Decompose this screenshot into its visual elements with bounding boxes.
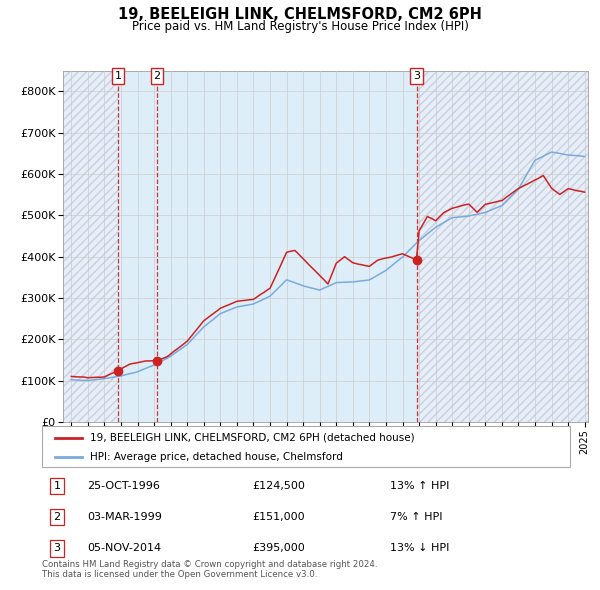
- Text: £124,500: £124,500: [252, 481, 305, 491]
- Text: 1: 1: [115, 71, 121, 81]
- Text: 13% ↑ HPI: 13% ↑ HPI: [390, 481, 449, 491]
- Text: Price paid vs. HM Land Registry's House Price Index (HPI): Price paid vs. HM Land Registry's House …: [131, 20, 469, 33]
- Text: 3: 3: [413, 71, 420, 81]
- Bar: [63, 71, 118, 422]
- Text: 7% ↑ HPI: 7% ↑ HPI: [390, 512, 443, 522]
- Text: HPI: Average price, detached house, Chelmsford: HPI: Average price, detached house, Chel…: [89, 452, 343, 462]
- Text: 13% ↓ HPI: 13% ↓ HPI: [390, 543, 449, 553]
- Text: 05-NOV-2014: 05-NOV-2014: [87, 543, 161, 553]
- Text: 25-OCT-1996: 25-OCT-1996: [87, 481, 160, 491]
- Bar: [63, 71, 118, 422]
- Text: £395,000: £395,000: [252, 543, 305, 553]
- Text: 19, BEELEIGH LINK, CHELMSFORD, CM2 6PH: 19, BEELEIGH LINK, CHELMSFORD, CM2 6PH: [118, 7, 482, 22]
- Text: 2: 2: [154, 71, 160, 81]
- Text: Contains HM Land Registry data © Crown copyright and database right 2024.
This d: Contains HM Land Registry data © Crown c…: [42, 560, 377, 579]
- Text: 03-MAR-1999: 03-MAR-1999: [87, 512, 162, 522]
- Bar: [416, 71, 588, 422]
- Text: 19, BEELEIGH LINK, CHELMSFORD, CM2 6PH (detached house): 19, BEELEIGH LINK, CHELMSFORD, CM2 6PH (…: [89, 432, 414, 442]
- Text: 1: 1: [53, 481, 61, 491]
- Text: 3: 3: [53, 543, 61, 553]
- Bar: [118, 71, 157, 422]
- Text: £151,000: £151,000: [252, 512, 305, 522]
- Bar: [157, 71, 416, 422]
- Bar: [416, 71, 588, 422]
- Text: 2: 2: [53, 512, 61, 522]
